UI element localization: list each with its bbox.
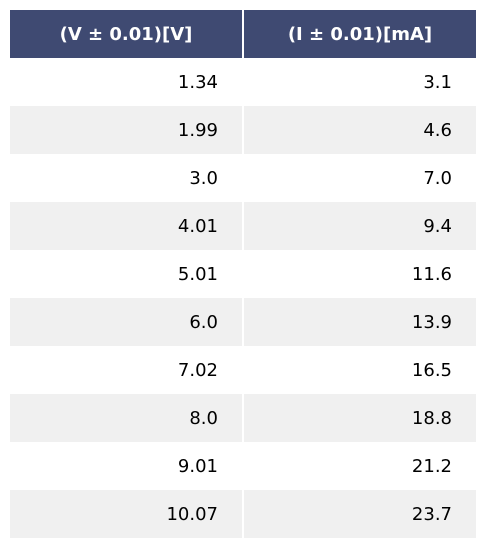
table-row: 8.0 18.8 [10,394,476,442]
voltage-cell: 4.01 [10,202,244,250]
voltage-cell: 9.01 [10,442,244,490]
current-cell: 18.8 [243,394,476,442]
voltage-cell: 1.34 [10,58,244,106]
data-table: (V ± 0.01)[V] (I ± 0.01)[mA] 1.34 3.1 1.… [10,10,476,538]
table-row: 10.07 23.7 [10,490,476,538]
current-cell: 3.1 [243,58,476,106]
table-body: 1.34 3.1 1.99 4.6 3.0 7.0 4.01 9.4 5.01 … [10,58,476,538]
voltage-cell: 1.99 [10,106,244,154]
table-row: 6.0 13.9 [10,298,476,346]
current-cell: 4.6 [243,106,476,154]
column-header-current: (I ± 0.01)[mA] [243,10,476,58]
table-row: 9.01 21.2 [10,442,476,490]
voltage-cell: 10.07 [10,490,244,538]
table-row: 4.01 9.4 [10,202,476,250]
column-header-voltage: (V ± 0.01)[V] [10,10,244,58]
header-row: (V ± 0.01)[V] (I ± 0.01)[mA] [10,10,476,58]
current-cell: 21.2 [243,442,476,490]
current-cell: 16.5 [243,346,476,394]
current-cell: 9.4 [243,202,476,250]
current-cell: 7.0 [243,154,476,202]
voltage-cell: 7.02 [10,346,244,394]
table-row: 3.0 7.0 [10,154,476,202]
table-row: 1.34 3.1 [10,58,476,106]
table-row: 1.99 4.6 [10,106,476,154]
table-header: (V ± 0.01)[V] (I ± 0.01)[mA] [10,10,476,58]
table-row: 5.01 11.6 [10,250,476,298]
voltage-cell: 3.0 [10,154,244,202]
current-cell: 13.9 [243,298,476,346]
voltage-cell: 6.0 [10,298,244,346]
table-row: 7.02 16.5 [10,346,476,394]
current-cell: 11.6 [243,250,476,298]
voltage-cell: 5.01 [10,250,244,298]
current-cell: 23.7 [243,490,476,538]
voltage-cell: 8.0 [10,394,244,442]
